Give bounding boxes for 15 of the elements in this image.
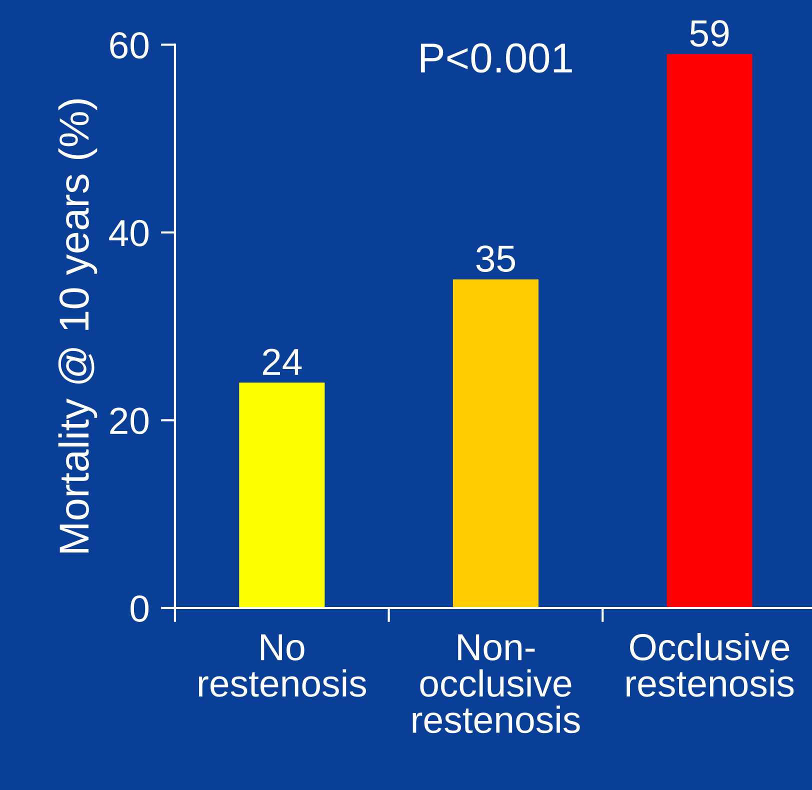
- data-label: 35: [476, 245, 516, 272]
- y-tick-label: 60: [110, 32, 149, 59]
- bar: [452, 279, 538, 608]
- x-tick-label: No restenosis: [198, 634, 366, 697]
- y-axis-title: Mortality @ 10 years (%): [58, 99, 98, 552]
- y-tick-label: 0: [130, 595, 149, 622]
- y-tick-label: 40: [109, 220, 149, 246]
- data-label: 59: [690, 20, 729, 47]
- bar: [666, 54, 752, 608]
- x-tick-label: Non- occlusive restenosis: [412, 634, 580, 734]
- data-label: 24: [262, 348, 302, 375]
- x-tick-label: Occlusive restenosis: [626, 632, 794, 697]
- y-tick-label: 20: [110, 408, 149, 434]
- annotation: P<0.001: [420, 43, 572, 73]
- bar: [239, 382, 325, 608]
